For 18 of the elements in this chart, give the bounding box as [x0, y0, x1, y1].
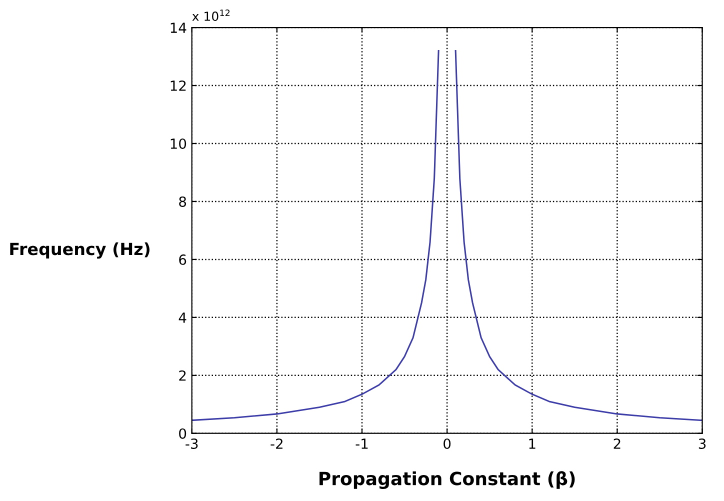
- x-tick-label: 0: [444, 438, 451, 449]
- y-tick-label: 2: [179, 370, 186, 381]
- x-tick-label: 2: [614, 438, 620, 449]
- y-tick-label: 8: [179, 196, 186, 207]
- x-tick-label: 3: [698, 438, 706, 449]
- text: x 10$^{12}$: [192, 10, 230, 21]
- y-tick-label: 14: [170, 22, 186, 33]
- x-tick-label: -1: [356, 438, 368, 449]
- y-tick-label: 12: [170, 80, 186, 91]
- y-tick-label: 6: [179, 254, 186, 265]
- x-tick-label: -3: [186, 438, 198, 449]
- x-tick-label: -2: [270, 438, 282, 449]
- x-tick-label: 1: [529, 438, 536, 449]
- y-tick-label: 4: [178, 312, 186, 323]
- x-axis-title: Propagation Constant (β): [320, 471, 575, 489]
- y-axis-title: Frequency (Hz): [10, 242, 150, 259]
- y-tick-label: 0: [179, 428, 186, 439]
- y-tick-label: 10: [170, 138, 186, 149]
